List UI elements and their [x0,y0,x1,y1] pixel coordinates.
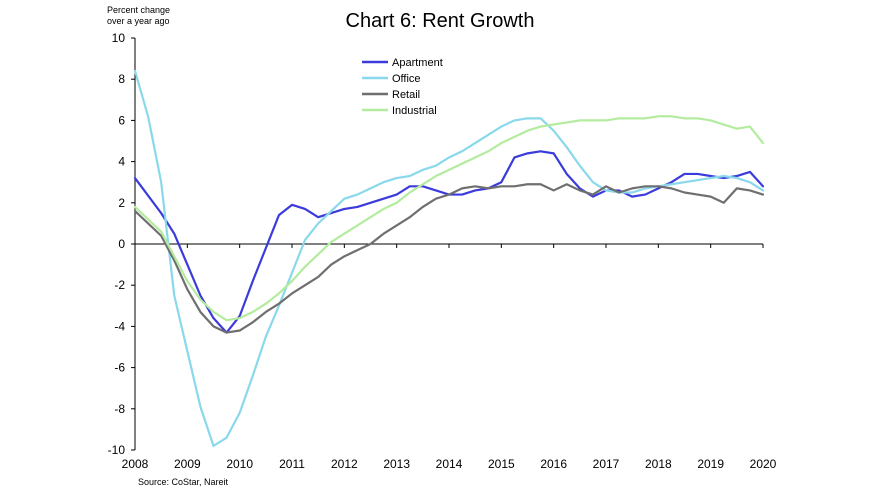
series-line-office [133,69,765,447]
x-tick-label: 2008 [122,457,149,471]
y-tick-label: 2 [118,196,125,210]
series-line-apartment [133,150,765,334]
y-tick-label: 8 [118,72,125,86]
y-tick-label: -10 [108,443,126,457]
legend-label-retail: Retail [392,89,420,101]
series-line-industrial [133,115,765,322]
chart-title: Chart 6: Rent Growth [346,10,535,32]
x-tick-label: 2014 [436,457,463,471]
x-tick-label: 2010 [226,457,253,471]
y-tick-label: -4 [114,319,125,333]
x-tick-label: 2016 [540,457,567,471]
y-tick-label: -6 [114,361,125,375]
x-tick-label: 2012 [331,457,358,471]
x-tick-label: 2018 [645,457,672,471]
x-tick-label: 2019 [697,457,724,471]
source-note: Source: CoStar, Nareit [138,477,229,487]
x-tick-label: 2013 [383,457,410,471]
y-tick-label: 10 [112,31,126,45]
x-tick-label: 2011 [279,457,305,471]
y-axis-label-line-2: over a year ago [107,16,170,26]
y-tick-label: 6 [118,113,125,127]
legend-label-apartment: Apartment [392,57,443,69]
y-axis-label-line-1: Percent change [107,5,170,15]
legend-label-industrial: Industrial [392,105,437,117]
y-tick-label: -8 [114,402,125,416]
y-tick-label: 0 [118,237,125,251]
x-tick-label: 2017 [593,457,620,471]
y-tick-label: -2 [114,278,125,292]
legend-label-office: Office [392,73,421,85]
x-tick-label: 2015 [488,457,515,471]
x-tick-label: 2009 [174,457,201,471]
legend: Apartment Office Retail Industrial [362,57,443,117]
x-tick-label: 2020 [750,457,777,471]
y-tick-label: 4 [118,155,125,169]
series-line-retail [133,183,765,334]
series-lines [133,69,765,447]
